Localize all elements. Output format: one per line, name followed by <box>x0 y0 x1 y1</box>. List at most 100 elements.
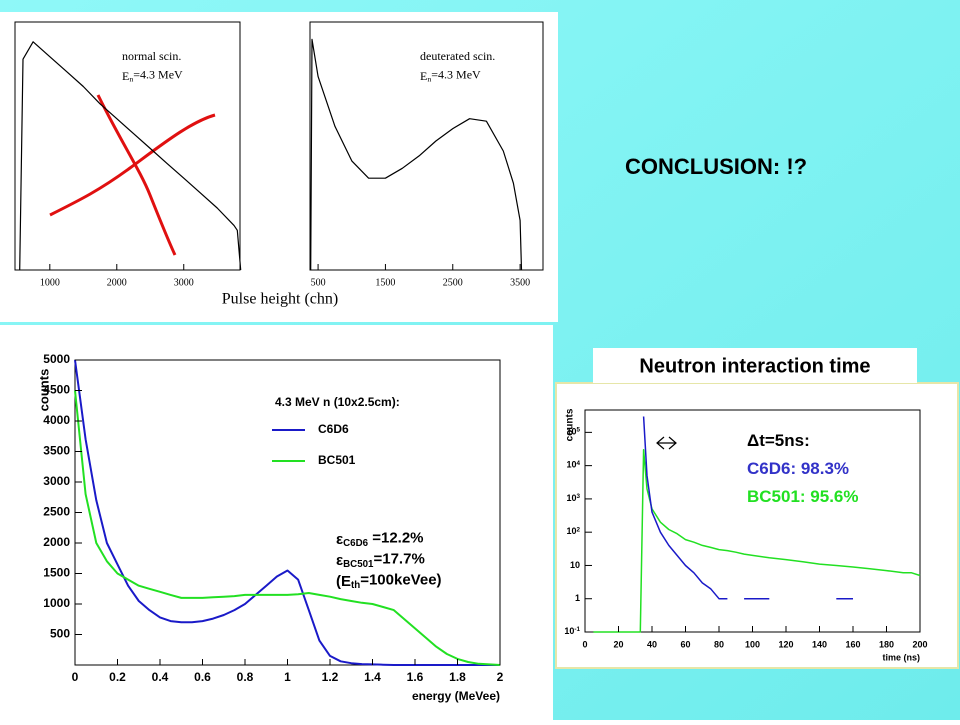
tick-base: 10 <box>566 427 576 437</box>
subscript: n <box>427 74 431 83</box>
y-tick-label: 103 <box>566 493 580 504</box>
tick-exponent: 5 <box>576 426 580 433</box>
annotation: En=4.3 MeV <box>420 67 481 83</box>
y-tick-label: 105 <box>566 426 580 437</box>
y-tick-label: 10 <box>570 560 580 570</box>
x-tick-label: 500 <box>311 277 326 288</box>
text-run: =4.3 MeV <box>133 67 183 81</box>
x-tick-label: 2500 <box>443 277 463 288</box>
series-line <box>74 390 501 666</box>
x-tick-label: 1500 <box>375 277 395 288</box>
y-tick-label: 2500 <box>43 505 70 519</box>
x-tick-label: 40 <box>647 639 657 649</box>
subscript: n <box>129 74 133 83</box>
y-tick-label: 2000 <box>43 535 70 549</box>
text-run: =17.7% <box>373 550 424 567</box>
label-box <box>593 348 917 383</box>
series-line <box>74 359 500 666</box>
text-run: =12.2% <box>368 529 423 546</box>
x-tick-label: 1.6 <box>407 670 424 684</box>
tick-base: 10 <box>566 527 576 537</box>
tick-base: 10 <box>566 460 576 470</box>
x-tick-label: 20 <box>613 639 623 649</box>
legend-label: C6D6 <box>318 422 349 436</box>
interval-arrow <box>656 436 677 450</box>
x-tick-label: 0.4 <box>152 670 169 684</box>
x-axis-label: Pulse height (chn) <box>222 291 338 308</box>
panel-bottom-right <box>555 382 959 669</box>
text-run: normal scin. <box>122 49 181 63</box>
plot-frame <box>14 21 241 271</box>
annotation: εBC501=17.7% <box>336 550 425 569</box>
x-tick-label: 0 <box>72 670 79 684</box>
x-tick-label: 140 <box>812 639 827 649</box>
text-run: Δt=5ns: <box>747 431 810 450</box>
tick-base: 10 <box>564 626 574 636</box>
panel-bottom-left <box>0 325 553 720</box>
y-tick-label: 4000 <box>43 413 70 427</box>
annotation: En=4.3 MeV <box>122 67 183 83</box>
y-tick-label: 104 <box>566 459 580 470</box>
y-tick-label: 1500 <box>43 566 70 580</box>
annotation: Δt=5ns: <box>747 431 810 450</box>
x-tick-label: 0.8 <box>237 670 254 684</box>
x-tick-label: 1.4 <box>364 670 381 684</box>
slide-title: CONCLUSION: !? <box>625 154 807 179</box>
x-tick-label: 1000 <box>40 277 60 288</box>
annotation: normal scin. <box>122 49 181 63</box>
x-tick-label: 1.2 <box>322 670 339 684</box>
tick-exponent: 2 <box>576 526 580 533</box>
legend-label: BC501 <box>318 453 356 467</box>
y-tick-label: 1 <box>575 593 580 603</box>
plot-frame <box>309 21 544 271</box>
annotation: C6D6: 98.3% <box>747 459 849 478</box>
tick-exponent: 4 <box>576 459 580 466</box>
red-curve <box>49 113 216 217</box>
x-tick-label: 60 <box>680 639 690 649</box>
subscript: th <box>351 580 360 591</box>
x-tick-label: 100 <box>745 639 760 649</box>
text-run: ε <box>336 552 343 569</box>
legend-title: 4.3 MeV n (10x2.5cm): <box>275 395 400 409</box>
x-tick-label: 200 <box>912 639 927 649</box>
text-run: BC501: 95.6% <box>747 487 859 506</box>
text-run: (E <box>336 573 351 590</box>
text-run: =100keVee) <box>360 571 441 588</box>
text-run: E <box>420 69 427 83</box>
tick-exponent: -1 <box>574 626 580 633</box>
y-tick-label: 3000 <box>43 474 70 488</box>
text-run: C6D6: 98.3% <box>747 459 849 478</box>
y-tick-label: 4500 <box>43 383 70 397</box>
y-tick-label: 10-1 <box>564 626 580 637</box>
y-tick-label: 5000 <box>43 352 70 366</box>
x-tick-label: 120 <box>778 639 793 649</box>
text-run: ε <box>336 531 343 548</box>
x-tick-label: 1 <box>284 670 291 684</box>
series-line <box>310 38 523 271</box>
annotation: deuterated scin. <box>420 49 495 63</box>
annotation: BC501: 95.6% <box>747 487 859 506</box>
subscript: BC501 <box>343 559 374 570</box>
y-axis-label: counts <box>565 408 576 441</box>
subscript: C6D6 <box>343 538 369 549</box>
y-tick-label: 500 <box>50 627 70 641</box>
x-tick-label: 0.2 <box>109 670 126 684</box>
annotation: εC6D6 =12.2% <box>336 529 424 548</box>
x-tick-label: 180 <box>879 639 894 649</box>
x-axis-label: time (ns) <box>882 652 920 662</box>
red-curve <box>96 94 177 256</box>
section-label: Neutron interaction time <box>639 355 870 377</box>
x-tick-label: 3000 <box>174 277 194 288</box>
text-run: =4.3 MeV <box>431 67 481 81</box>
tick-base: 10 <box>566 493 576 503</box>
text-run: deuterated scin. <box>420 49 495 63</box>
y-tick-label: 102 <box>566 526 580 537</box>
x-tick-label: 2 <box>497 670 504 684</box>
annotation: (Eth=100keVee) <box>336 571 442 590</box>
x-tick-label: 0.6 <box>194 670 211 684</box>
y-axis-label: counts <box>36 369 51 412</box>
tick-exponent: 3 <box>576 493 580 500</box>
series-line <box>19 41 242 271</box>
x-tick-label: 80 <box>714 639 724 649</box>
